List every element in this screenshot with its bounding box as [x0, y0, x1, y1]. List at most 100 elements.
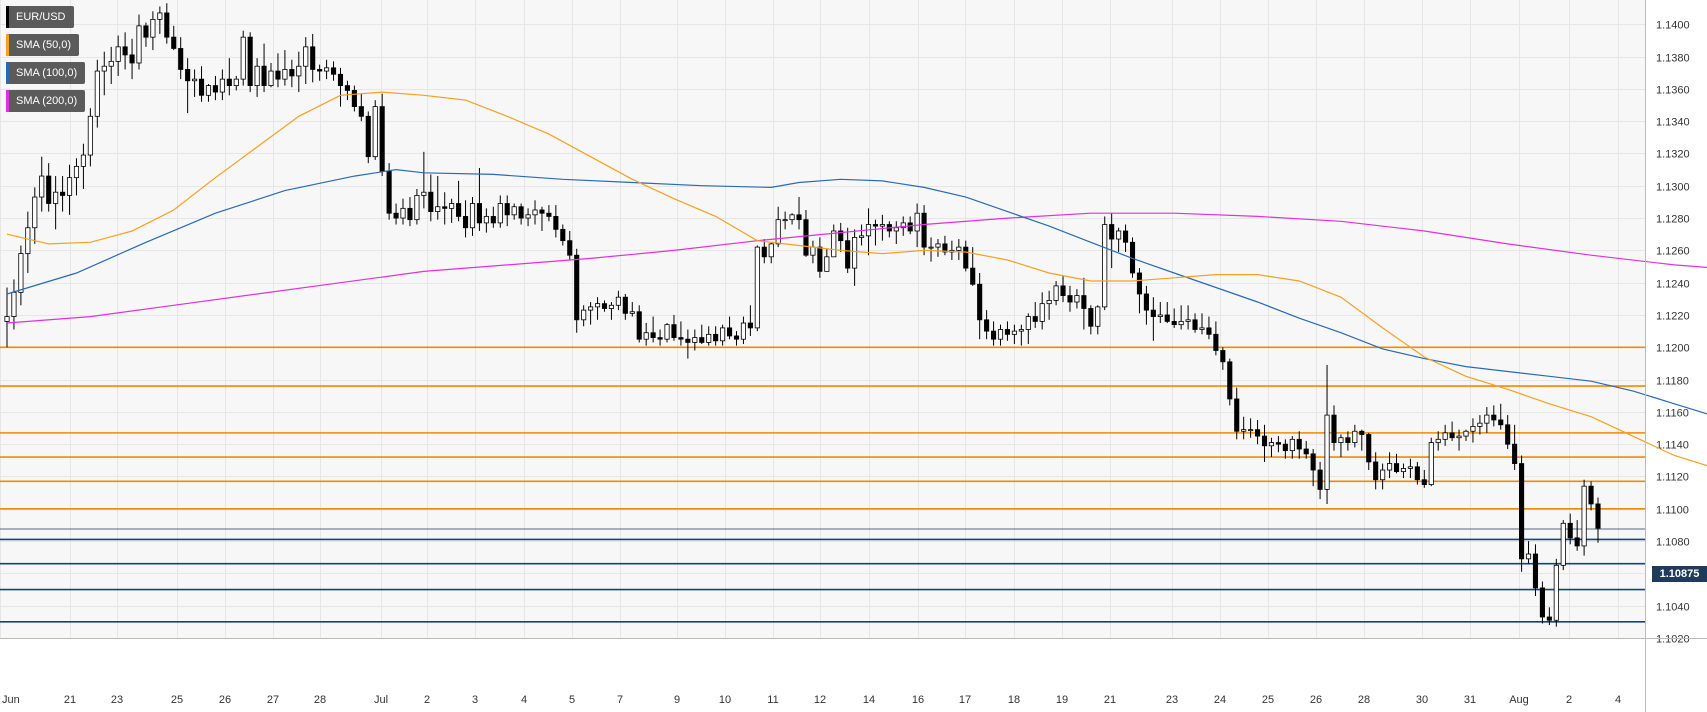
x-tick-label: 24 — [1214, 694, 1226, 706]
candle-bearish — [1296, 438, 1302, 450]
x-tick-label: 21 — [1104, 694, 1116, 706]
candle-bullish — [1199, 327, 1205, 330]
x-tick-label: 28 — [314, 694, 326, 706]
candle-bullish — [789, 214, 795, 221]
candle-bearish — [1498, 419, 1504, 426]
candle-bullish — [511, 206, 517, 216]
candle-bearish — [671, 324, 677, 338]
x-tick-label: 30 — [1416, 694, 1428, 706]
candle-bullish — [254, 65, 260, 87]
candle-bearish — [1164, 314, 1170, 322]
candle-bearish — [622, 296, 628, 314]
candle-bearish — [1567, 522, 1573, 539]
sma-200-line — [6, 212, 1707, 324]
candle-bearish — [504, 203, 510, 216]
x-tick-label: 2 — [424, 694, 430, 706]
candle-bullish — [1025, 316, 1031, 330]
candle-bearish — [198, 78, 205, 96]
y-tick-label: 1.1340 — [1656, 117, 1690, 129]
candle-bearish — [1206, 327, 1212, 335]
candle-bullish — [1053, 285, 1059, 301]
candle-bullish — [1435, 438, 1441, 443]
candle-bearish — [129, 54, 135, 64]
candle-bearish — [991, 330, 997, 340]
candle-bearish — [601, 303, 608, 309]
candle-bearish — [143, 25, 149, 38]
candle-bearish — [1282, 443, 1288, 452]
x-tick-label: 27 — [267, 694, 279, 706]
candle-bullish — [1157, 314, 1163, 317]
legend-label-sma-50: SMA (50,0) — [16, 39, 72, 51]
legend-swatch-sma-50 — [6, 34, 9, 56]
y-tick-label: 1.1180 — [1656, 376, 1689, 388]
candle-bullish — [615, 296, 621, 306]
x-tick-label: 10 — [719, 694, 731, 706]
candle-bullish — [532, 209, 538, 216]
candle-bearish — [289, 69, 295, 77]
candle-bearish — [1532, 553, 1539, 589]
candle-bearish — [1171, 321, 1177, 326]
candle-bearish — [539, 209, 545, 214]
legend-item-sma-200[interactable]: SMA (200,0) — [6, 90, 86, 112]
candle-bearish — [574, 254, 580, 321]
x-tick-label: 19 — [1056, 694, 1068, 706]
candle-bullish — [1525, 553, 1532, 560]
y-tick-label: 1.1260 — [1656, 246, 1690, 258]
x-tick-label: 17 — [959, 694, 971, 706]
legend-item-sma-50[interactable]: SMA (50,0) — [6, 34, 80, 56]
candle-bullish — [1456, 435, 1462, 439]
candle-bearish — [393, 212, 399, 219]
candle-bullish — [608, 304, 614, 309]
candle-bearish — [970, 267, 976, 285]
candle-bullish — [1442, 432, 1448, 440]
candle-bullish — [1046, 300, 1052, 305]
candle-bearish — [1546, 616, 1552, 621]
x-tick-label: 5 — [569, 694, 575, 706]
candle-bearish — [1192, 319, 1198, 330]
x-tick-label: 28 — [1358, 694, 1370, 706]
candle-bearish — [275, 70, 281, 80]
x-tick-label: 23 — [111, 694, 123, 706]
candle-bullish — [782, 219, 788, 222]
candle-bullish — [935, 243, 941, 248]
candle-bearish — [1449, 432, 1455, 439]
candle-bullish — [268, 70, 274, 87]
x-tick-label: 26 — [219, 694, 231, 706]
candle-bullish — [1428, 442, 1434, 485]
candle-bullish — [296, 65, 302, 77]
candle-bullish — [150, 18, 156, 38]
y-tick-label: 1.1400 — [1656, 20, 1690, 32]
candle-bullish — [1102, 224, 1108, 308]
candle-bullish — [1352, 430, 1358, 443]
candle-bullish — [1074, 295, 1080, 303]
legend-item-eurusd[interactable]: EUR/USD — [6, 6, 74, 28]
candle-bullish — [303, 46, 309, 67]
candle-bullish — [1095, 306, 1101, 327]
candle-bearish — [1393, 463, 1400, 473]
candle-bearish — [942, 243, 948, 253]
candle-bearish — [546, 212, 552, 217]
candle-bullish — [525, 214, 531, 219]
candle-bullish — [53, 191, 59, 204]
candle-bearish — [386, 170, 392, 214]
candle-bearish — [122, 46, 128, 56]
candle-bearish — [1227, 361, 1233, 400]
y-tick-label: 1.1160 — [1656, 408, 1689, 420]
x-tick-label: 23 — [1166, 694, 1178, 706]
candle-bullish — [1268, 442, 1275, 447]
candle-bearish — [1143, 293, 1149, 311]
x-tick-label: Aug — [1509, 694, 1529, 706]
candle-bullish — [1463, 430, 1469, 437]
candle-bullish — [956, 246, 962, 251]
candle-bullish — [94, 70, 100, 117]
candle-bullish — [629, 311, 635, 314]
legend-label-sma-200: SMA (200,0) — [16, 95, 78, 107]
legend-item-sma-100[interactable]: SMA (100,0) — [6, 62, 86, 84]
y-tick-label: 1.1080 — [1656, 537, 1690, 549]
candle-bearish — [178, 48, 184, 70]
x-tick-label: Jun — [2, 694, 20, 706]
candle-bearish — [518, 206, 524, 219]
candle-bearish — [185, 69, 191, 82]
candle-bullish — [706, 333, 712, 343]
legend-swatch-sma-100 — [6, 62, 9, 84]
